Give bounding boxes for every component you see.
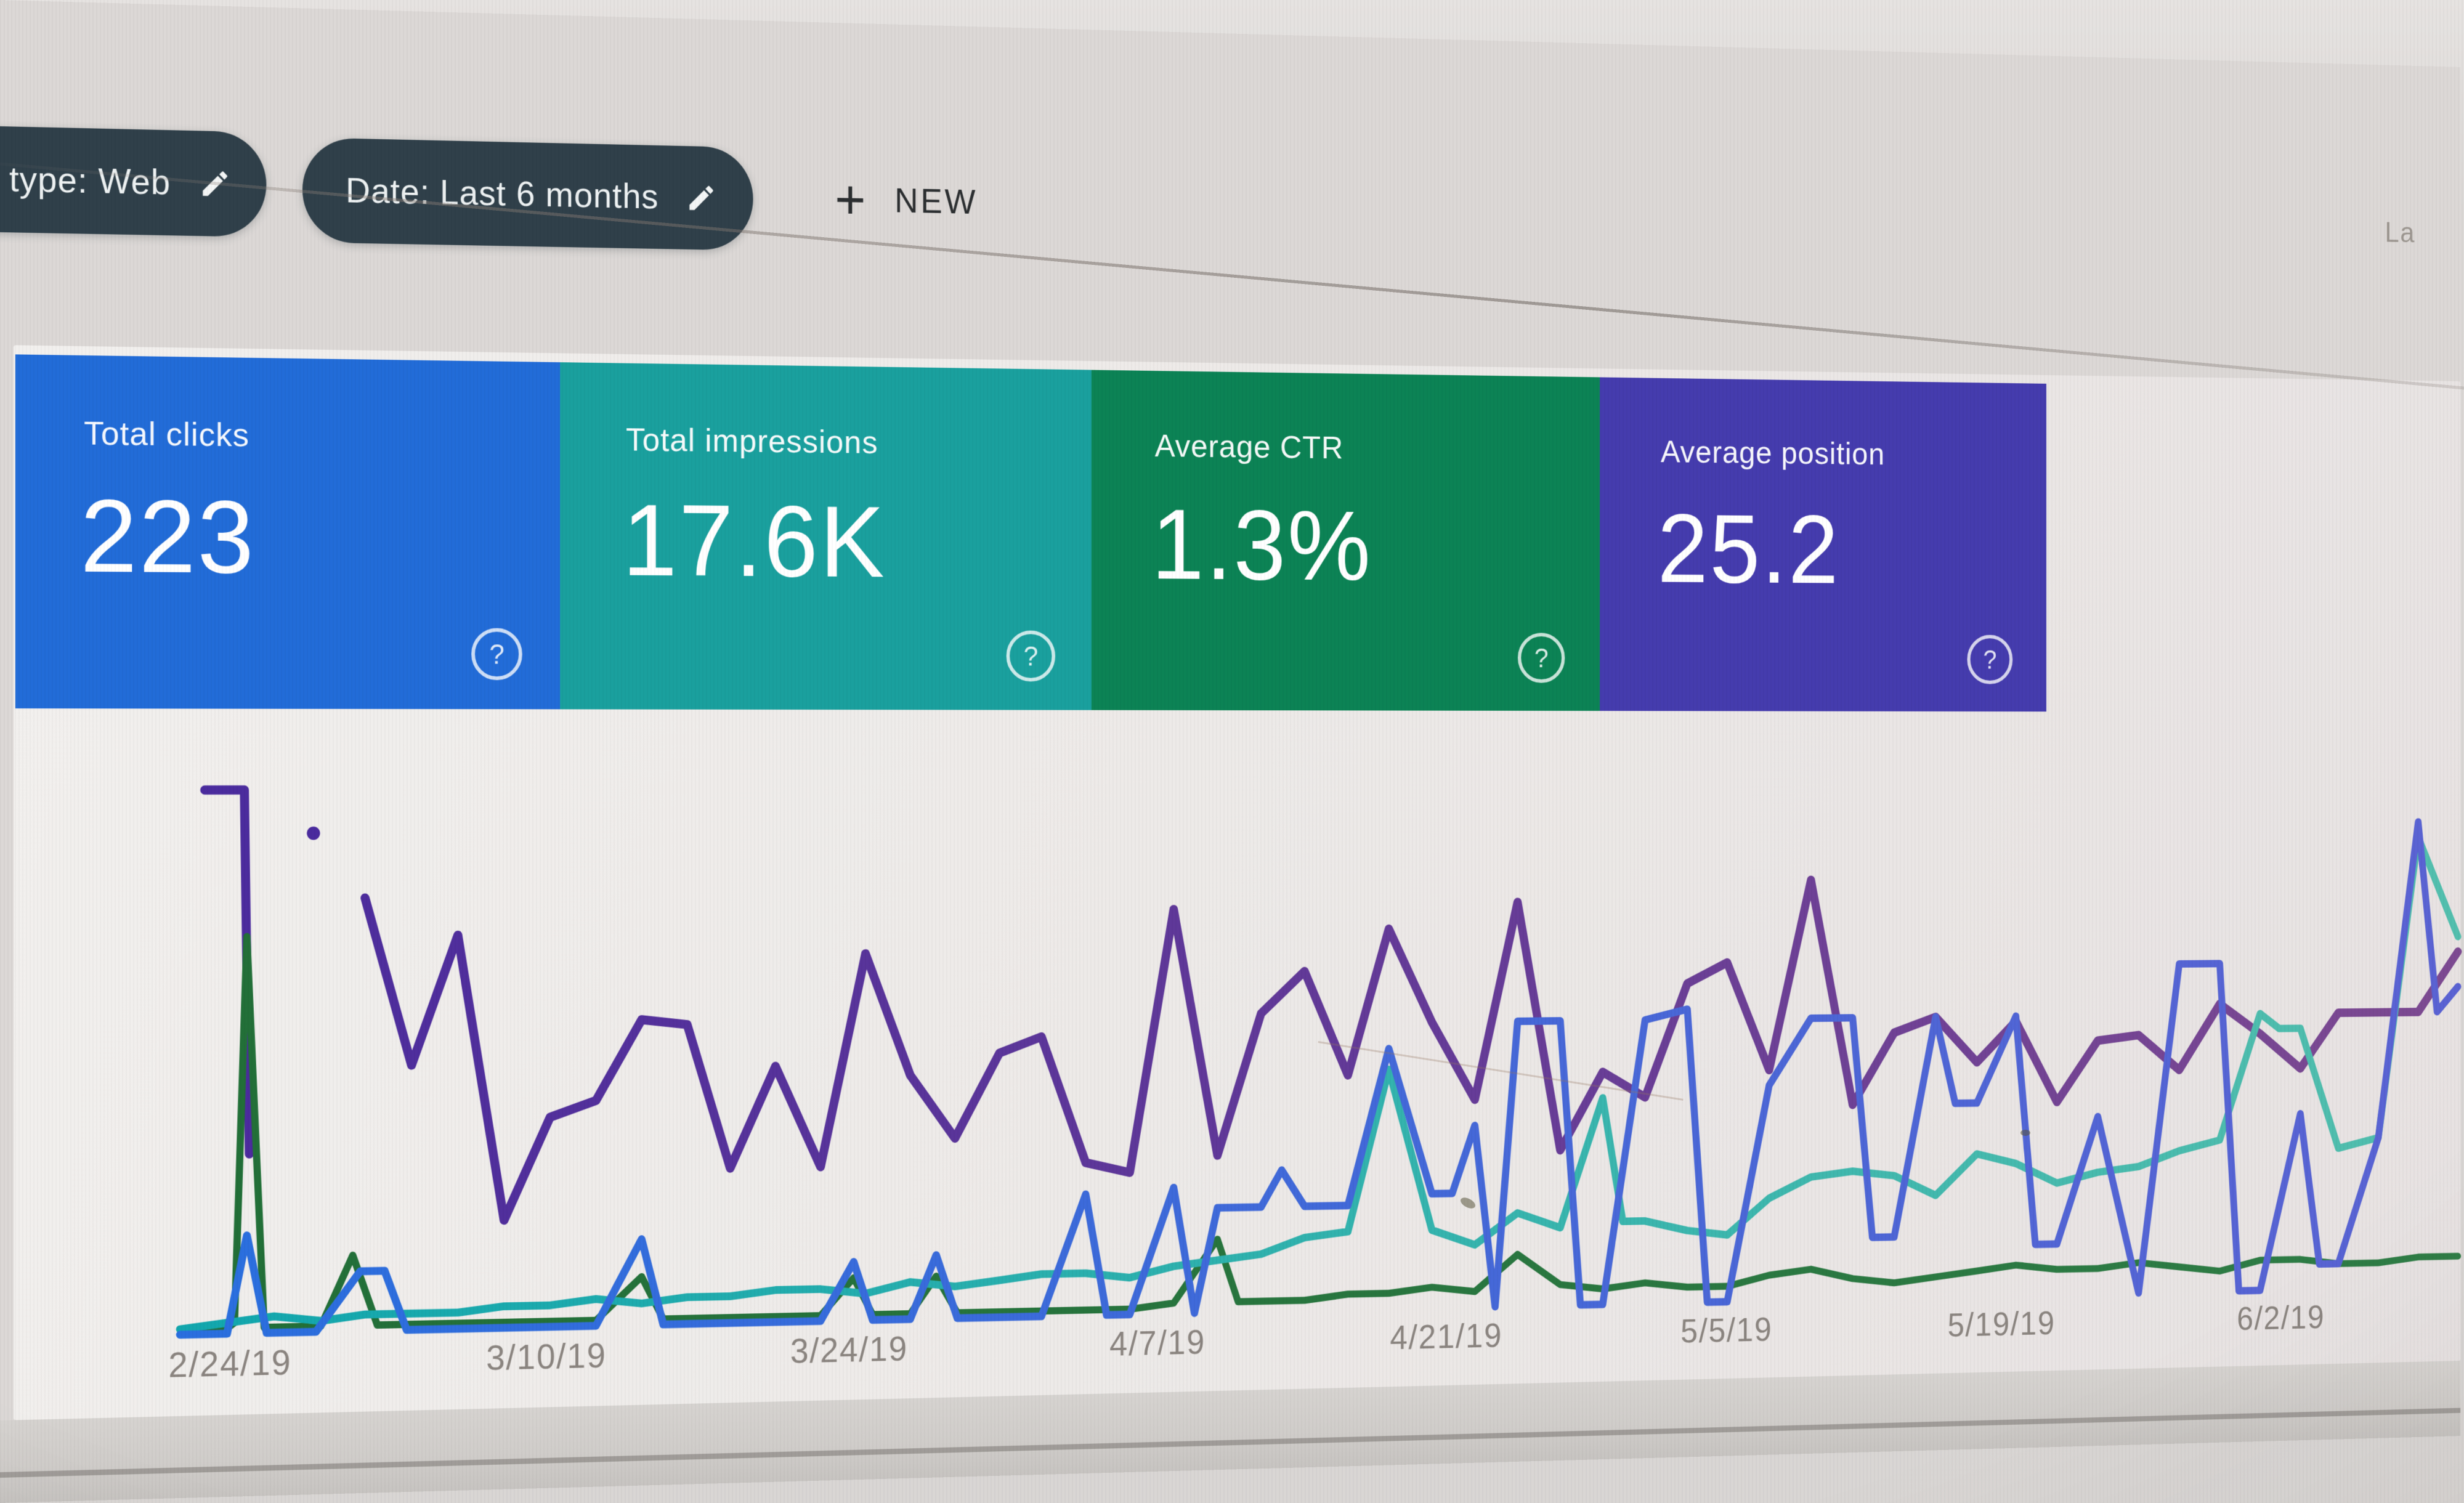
performance-chart [180, 773, 2458, 1344]
card-value: 223 [80, 478, 256, 595]
card-label: Average CTR [1154, 427, 1343, 466]
new-filter-label: NEW [894, 182, 978, 222]
clipped-text-top-right: La [2385, 216, 2416, 249]
card-label: Total impressions [626, 421, 878, 461]
metric-card-average-position[interactable]: Average position 25.2 ? [1600, 377, 2046, 712]
metric-card-total-clicks[interactable]: Total clicks 223 ? [15, 354, 561, 710]
new-filter-button[interactable]: + NEW [835, 169, 978, 231]
card-value: 17.6K [622, 484, 886, 599]
performance-chart-svg [180, 773, 2458, 1344]
card-label: Total clicks [84, 415, 250, 454]
x-axis-label-2: 3/24/19 [790, 1330, 908, 1371]
x-axis-label-3: 4/7/19 [1109, 1323, 1206, 1364]
card-label: Average position [1660, 434, 1886, 472]
bezel-shadow-line [0, 1408, 2461, 1478]
x-axis-label-4: 4/21/19 [1390, 1317, 1503, 1357]
filter-chip-date-range[interactable]: Date: Last 6 months [302, 137, 753, 251]
pencil-edit-icon[interactable] [198, 167, 231, 201]
filter-chip-date-range-label: Date: Last 6 months [346, 171, 659, 217]
filter-chip-search-type[interactable]: type: Web [0, 125, 266, 238]
help-icon[interactable]: ? [1006, 630, 1056, 682]
help-icon[interactable]: ? [471, 628, 522, 681]
help-icon[interactable]: ? [1967, 634, 2013, 684]
x-axis-label-5: 5/5/19 [1680, 1311, 1773, 1350]
performance-panel: Total clicks 223 ? Total impressions 17.… [13, 345, 2460, 1420]
metric-card-total-impressions[interactable]: Total impressions 17.6K ? [560, 362, 1092, 710]
plus-icon: + [835, 169, 866, 231]
card-value: 25.2 [1657, 493, 1840, 604]
metric-card-average-ctr[interactable]: Average CTR 1.3% ? [1091, 370, 1600, 711]
help-icon[interactable]: ? [1517, 633, 1565, 683]
pencil-edit-icon[interactable] [686, 182, 717, 215]
x-axis-label-1: 3/10/19 [486, 1336, 607, 1378]
card-value: 1.3% [1151, 488, 1372, 601]
filter-chip-search-type-label: type: Web [9, 160, 171, 203]
x-axis-label-6: 5/19/19 [1947, 1305, 2056, 1344]
x-axis-label-7: 6/2/19 [2237, 1299, 2325, 1338]
x-axis-label-0: 2/24/19 [168, 1343, 292, 1385]
